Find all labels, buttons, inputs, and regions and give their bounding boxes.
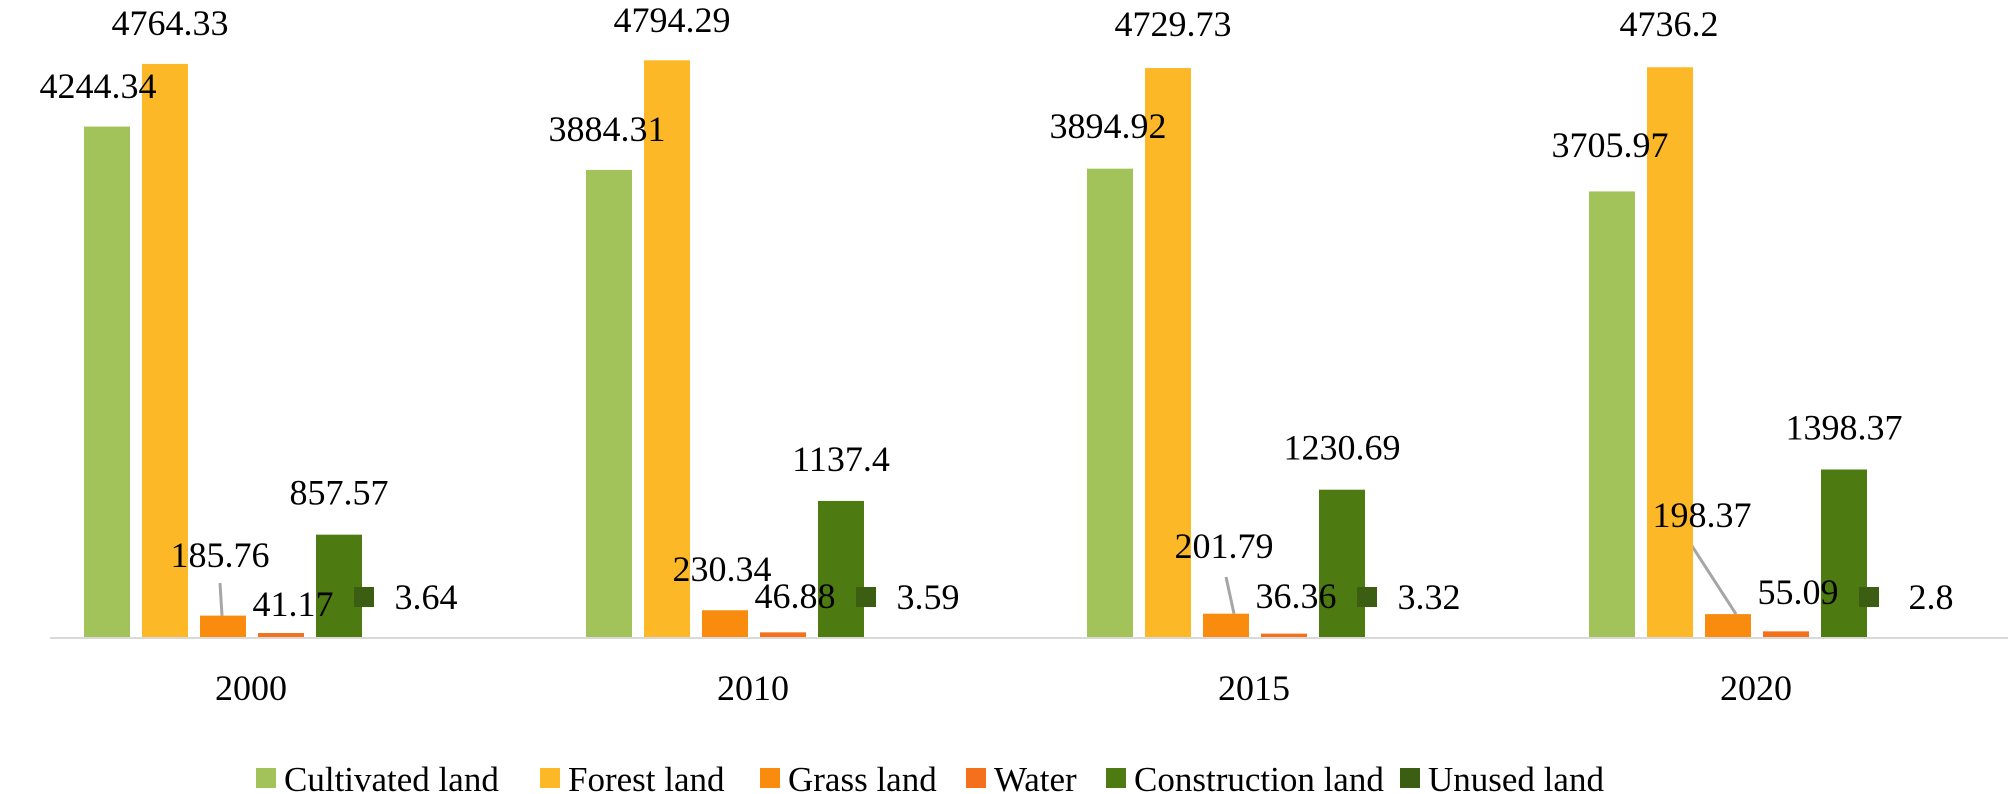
leader-line-2015: [1224, 576, 1236, 615]
label-grass-land-2010: 230.34: [673, 549, 772, 589]
label-grass-land-2000: 185.76: [171, 535, 270, 575]
legend-label-forest-land: Forest land: [568, 760, 725, 794]
label-unused-land-2000: 3.64: [395, 577, 458, 617]
bar-unused-land-2000: [354, 587, 374, 607]
x-tick-2000: 2000: [215, 668, 287, 708]
label-cultivated-land-2010: 3884.31: [549, 109, 666, 149]
bars: [84, 60, 1879, 639]
legend-item-grass-land: Grass land: [760, 760, 937, 794]
bar-unused-land-2015: [1357, 587, 1377, 607]
label-cultivated-land-2015: 3894.92: [1050, 106, 1167, 146]
bar-forest-land-2000: [142, 63, 188, 638]
label-forest-land-2010: 4794.29: [614, 0, 731, 40]
x-tick-2015: 2015: [1218, 668, 1290, 708]
legend: Cultivated land Forest land Grass land Wate…: [256, 760, 1604, 794]
bar-water-2015: [1261, 633, 1307, 638]
bar-water-2010: [760, 632, 806, 638]
leader-lines: [218, 545, 1738, 616]
label-construction-land-2010: 1137.4: [792, 439, 890, 479]
label-cultivated-land-2000: 4244.34: [40, 66, 157, 106]
bar-water-2020: [1763, 631, 1809, 638]
label-forest-land-2000: 4764.33: [112, 3, 229, 43]
label-unused-land-2015: 3.32: [1398, 577, 1461, 617]
legend-swatch-unused-land: [1400, 768, 1420, 788]
bar-construction-land-2015: [1319, 489, 1365, 638]
label-forest-land-2015: 4729.73: [1115, 4, 1232, 44]
legend-label-construction-land: Construction land: [1134, 760, 1384, 794]
bar-grass-land-2010: [702, 610, 748, 638]
legend-label-unused-land: Unused land: [1428, 760, 1604, 794]
legend-item-forest-land: Forest land: [540, 760, 725, 794]
label-construction-land-2000: 857.57: [290, 473, 389, 513]
bar-unused-land-2010: [856, 587, 876, 607]
bar-unused-land-2020: [1859, 587, 1879, 607]
bar-forest-land-2020: [1647, 67, 1693, 638]
bar-cultivated-land-2015: [1087, 168, 1133, 638]
legend-swatch-grass-land: [760, 768, 780, 788]
bar-grass-land-2015: [1203, 613, 1249, 638]
legend-swatch-construction-land: [1106, 768, 1126, 788]
leader-line-2020: [1690, 545, 1738, 615]
label-water-2000: 41.17: [253, 584, 334, 624]
bar-forest-land-2015: [1145, 68, 1191, 639]
legend-swatch-forest-land: [540, 768, 560, 788]
label-grass-land-2020: 198.37: [1653, 495, 1752, 535]
x-tick-2010: 2010: [717, 668, 789, 708]
bar-cultivated-land-2020: [1589, 191, 1635, 639]
leader-line-2000: [218, 582, 224, 616]
legend-label-cultivated-land: Cultivated land: [284, 760, 499, 794]
x-tick-labels: 2000 2010 2015 2020: [215, 668, 1792, 708]
data-labels: 4244.34 4764.33 185.76 41.17 857.57 3.64 3884.…: [40, 0, 1954, 624]
bar-grass-land-2020: [1705, 614, 1751, 638]
label-construction-land-2015: 1230.69: [1284, 428, 1401, 468]
legend-item-unused-land: Unused land: [1400, 760, 1604, 794]
bar-cultivated-land-2010: [586, 169, 632, 638]
legend-item-cultivated-land: Cultivated land: [256, 760, 499, 794]
label-unused-land-2020: 2.8: [1909, 577, 1954, 617]
label-unused-land-2010: 3.59: [897, 577, 960, 617]
bar-forest-land-2010: [644, 60, 690, 638]
x-tick-2020: 2020: [1720, 668, 1792, 708]
bar-construction-land-2020: [1821, 469, 1867, 638]
legend-swatch-cultivated-land: [256, 768, 276, 788]
label-grass-land-2015: 201.79: [1175, 526, 1274, 566]
label-water-2015: 36.36: [1256, 576, 1337, 616]
bar-cultivated-land-2000: [84, 126, 130, 638]
bar-construction-land-2010: [818, 500, 864, 638]
label-cultivated-land-2020: 3705.97: [1552, 125, 1669, 165]
legend-item-construction-land: Construction land: [1106, 760, 1384, 794]
bar-water-2000: [258, 633, 304, 638]
bar-grass-land-2000: [200, 615, 246, 638]
legend-swatch-water: [966, 768, 986, 788]
label-water-2020: 55.09: [1758, 572, 1839, 612]
legend-label-water: Water: [994, 760, 1077, 794]
legend-item-water: Water: [966, 760, 1077, 794]
label-forest-land-2020: 4736.2: [1620, 4, 1719, 44]
label-water-2010: 46.88: [755, 576, 836, 616]
label-construction-land-2020: 1398.37: [1786, 407, 1903, 447]
legend-label-grass-land: Grass land: [788, 760, 937, 794]
bar-construction-land-2000: [316, 534, 362, 638]
